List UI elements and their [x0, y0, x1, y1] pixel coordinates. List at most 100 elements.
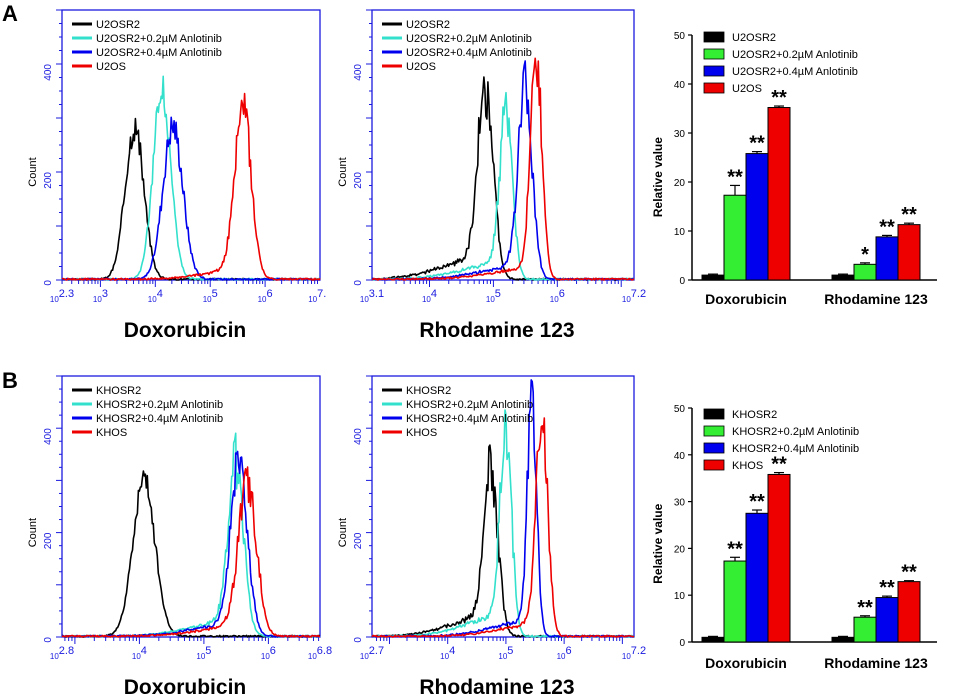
- x-tick-base: 10: [622, 295, 631, 304]
- y-tick-label: 200: [43, 172, 54, 189]
- significance-stars: *: [861, 244, 869, 266]
- y-tick-label: 10: [674, 227, 686, 238]
- y-tick-label: 0: [353, 637, 364, 643]
- x-tick-base: 10: [422, 295, 431, 304]
- y-tick-label: 20: [674, 544, 686, 555]
- legend-label: KHOSR2+0.4µM Anlotinib: [96, 413, 223, 425]
- x-tick-label: 103.1: [360, 288, 384, 304]
- x-tick-label: 106: [557, 645, 572, 661]
- bar-2: [853, 616, 877, 643]
- legend-label: U2OSR2+0.4µM Anlotinib: [406, 47, 532, 59]
- histogram-line-1: [61, 470, 321, 638]
- legend-label: KHOS: [406, 427, 437, 439]
- legend-label: U2OSR2+0.2µM Anlotinib: [96, 33, 222, 45]
- x-tick-exponent: 7.2: [631, 288, 646, 300]
- legend-swatch: [703, 31, 725, 43]
- x-tick-base: 10: [50, 652, 59, 661]
- y-axis-label: Count: [337, 157, 349, 186]
- legend-label: U2OSR2+0.2µM Anlotinib: [732, 49, 858, 61]
- x-tick-label: 106.8: [308, 645, 332, 661]
- y-tick-label: 200: [353, 532, 364, 549]
- x-tick-base: 10: [203, 295, 212, 304]
- y-tick-label: 40: [674, 80, 686, 91]
- bar-2: [723, 194, 747, 281]
- x-tick-base: 10: [308, 295, 317, 304]
- x-tick-exponent: 5: [212, 288, 218, 300]
- legend-swatch: [703, 82, 725, 94]
- significance-stars: **: [901, 562, 917, 584]
- x-tick-exponent: 7.: [317, 288, 326, 300]
- bar-1: [701, 274, 725, 281]
- histogram-line-2: [61, 432, 321, 638]
- bar-1: [701, 636, 725, 643]
- y-tick-label: 20: [674, 178, 686, 189]
- x-tick-label: 107.: [308, 288, 326, 304]
- legend-label: KHOS: [732, 460, 763, 472]
- histogram-line-3: [371, 60, 635, 281]
- x-tick-base: 10: [148, 295, 157, 304]
- legend-label: U2OSR2+0.2µM Anlotinib: [406, 33, 532, 45]
- bar-3: [875, 236, 899, 281]
- x-tick-base: 10: [622, 652, 631, 661]
- category-label: Doxorubicin: [705, 291, 787, 307]
- x-tick-base: 10: [196, 652, 205, 661]
- y-axis-label: Count: [27, 157, 39, 186]
- y-tick-label: 200: [43, 532, 54, 549]
- y-tick-label: 400: [353, 64, 364, 81]
- x-tick-exponent: 5: [507, 645, 513, 657]
- chart-title: Rhodamine 123: [419, 676, 574, 696]
- x-tick-base: 10: [93, 295, 102, 304]
- bar-3: [745, 512, 769, 643]
- x-tick-base: 10: [132, 652, 141, 661]
- x-tick-base: 10: [360, 295, 369, 304]
- significance-stars: **: [771, 454, 787, 476]
- x-tick-exponent: 6: [566, 645, 572, 657]
- y-tick-label: 10: [674, 591, 686, 602]
- bar-2: [723, 560, 747, 643]
- significance-stars: **: [749, 133, 765, 155]
- x-tick-label: 105: [203, 288, 218, 304]
- bar-4: [767, 473, 791, 643]
- x-tick-base: 10: [550, 295, 559, 304]
- significance-stars: **: [749, 491, 765, 513]
- category-label: Doxorubicin: [705, 655, 787, 671]
- y-tick-label: 50: [674, 31, 686, 42]
- x-tick-label: 103: [93, 288, 108, 304]
- significance-stars: **: [879, 577, 895, 599]
- significance-stars: **: [727, 538, 743, 560]
- legend-label: KHOSR2+0.2µM Anlotinib: [96, 399, 223, 411]
- legend-label: KHOSR2: [96, 385, 141, 397]
- A-bar-chart: 0 10 20 30 40 50 Relative value ** ** ** Doxorubic…: [651, 31, 937, 307]
- histogram-line-2: [371, 91, 635, 281]
- x-tick-label: 106: [258, 288, 273, 304]
- x-tick-exponent: 5: [495, 288, 501, 300]
- x-tick-label: 104: [422, 288, 437, 304]
- panel-a-letter: A: [2, 1, 18, 26]
- legend-label: U2OSR2+0.4µM Anlotinib: [732, 66, 858, 78]
- x-tick-exponent: 3: [102, 288, 108, 300]
- significance-stars: **: [727, 166, 743, 188]
- legend-label: KHOSR2+0.2µM Anlotinib: [732, 426, 859, 438]
- x-tick-base: 10: [440, 652, 449, 661]
- x-tick-exponent: 6.8: [317, 645, 332, 657]
- category-label: Rhodamine 123: [824, 291, 928, 307]
- legend-label: KHOSR2+0.4µM Anlotinib: [406, 413, 533, 425]
- category-label: Rhodamine 123: [824, 655, 928, 671]
- y-tick-label: 30: [674, 498, 686, 509]
- histogram-line-4: [61, 466, 321, 638]
- y-axis-label: Relative value: [651, 137, 665, 217]
- legend-label: U2OS: [96, 61, 126, 73]
- x-tick-exponent: 6: [559, 288, 565, 300]
- x-tick-label: 107.2: [622, 645, 646, 661]
- x-tick-exponent: 4: [431, 288, 437, 300]
- legend-swatch: [703, 425, 725, 437]
- x-tick-label: 106: [261, 645, 276, 661]
- x-tick-label: 106: [550, 288, 565, 304]
- y-tick-label: 0: [679, 276, 685, 287]
- legend-label: KHOSR2+0.2µM Anlotinib: [406, 399, 533, 411]
- x-tick-exponent: 4: [141, 645, 147, 657]
- y-tick-label: 50: [674, 404, 686, 415]
- legend-label: KHOS: [96, 427, 127, 439]
